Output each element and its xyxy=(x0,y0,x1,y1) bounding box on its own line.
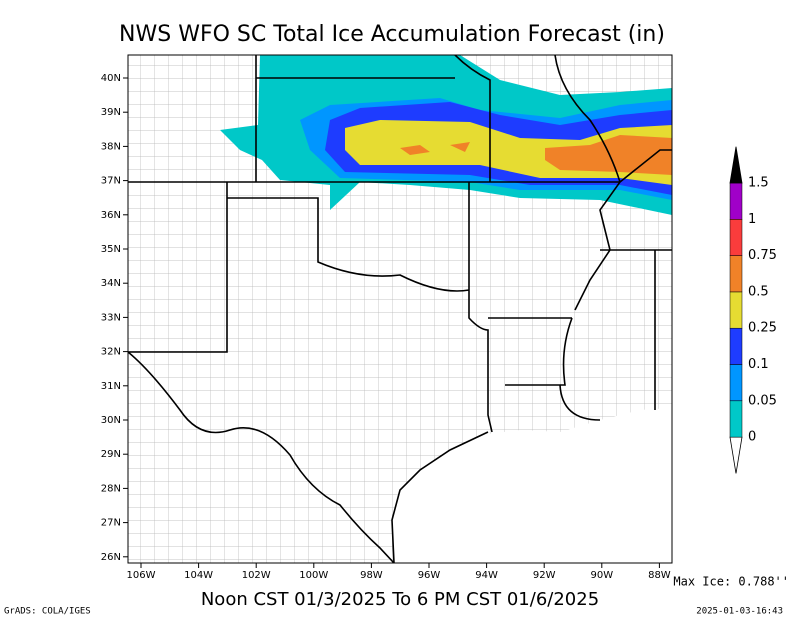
colorbar-swatch xyxy=(729,182,743,220)
colorbar-swatch xyxy=(729,219,743,256)
map xyxy=(128,55,672,563)
lon-label: 98W xyxy=(360,570,383,581)
colorbar-swatch xyxy=(729,364,743,402)
lat-label: 37N xyxy=(101,176,121,187)
lat-label: 32N xyxy=(101,347,121,358)
lon-label: 92W xyxy=(533,570,556,581)
colorbar-label: 1.5 xyxy=(748,176,769,191)
timestamp: 2025-01-03-16:43 xyxy=(696,607,783,617)
lat-label: 30N xyxy=(101,415,121,426)
title: NWS WFO SC Total Ice Accumulation Foreca… xyxy=(119,22,665,47)
lat-label: 28N xyxy=(101,483,121,494)
lat-label: 34N xyxy=(101,278,121,289)
lat-label: 29N xyxy=(101,449,121,460)
lat-label: 26N xyxy=(101,552,121,563)
gulf xyxy=(392,408,672,563)
lat-label: 27N xyxy=(101,518,121,529)
colorbar-label: 0.5 xyxy=(748,284,769,299)
max-ice: Max Ice: 0.788'' xyxy=(673,575,789,589)
lon-label: 90W xyxy=(590,570,613,581)
lon-label: 104W xyxy=(184,570,213,581)
colorbar-triangle xyxy=(729,146,743,184)
lat-label: 40N xyxy=(101,73,121,84)
lon-label: 100W xyxy=(299,570,328,581)
lat-label: 38N xyxy=(101,141,121,152)
lat-label: 31N xyxy=(101,381,121,392)
colorbar-label: 0.05 xyxy=(748,393,777,408)
lon-label: 88W xyxy=(648,570,671,581)
colorbar-label: 0 xyxy=(748,430,756,445)
lon-label: 102W xyxy=(242,570,271,581)
lon-label: 106W xyxy=(127,570,156,581)
state-border xyxy=(128,55,672,563)
colorbar-label: 0.75 xyxy=(748,248,777,263)
colorbar-swatch xyxy=(729,255,743,293)
valid-period: Noon CST 01/3/2025 To 6 PM CST 01/6/2025 xyxy=(201,589,599,610)
lat-label: 39N xyxy=(101,107,121,118)
colorbar-label: 0.25 xyxy=(748,321,777,336)
lat-label: 33N xyxy=(101,312,121,323)
colorbar-swatch xyxy=(729,327,743,365)
colorbar-label: 0.1 xyxy=(748,357,769,372)
credit: GrADS: COLA/IGES xyxy=(4,607,91,617)
map-frame xyxy=(127,54,673,564)
colorbar-swatch xyxy=(729,400,743,438)
colorbar-swatch xyxy=(729,291,743,329)
colorbar-label: 1 xyxy=(748,212,756,227)
colorbar-triangle xyxy=(729,436,743,474)
lat-label: 35N xyxy=(101,244,121,255)
lat-label: 36N xyxy=(101,210,121,221)
ice-area xyxy=(400,142,470,155)
lon-label: 94W xyxy=(475,570,498,581)
lon-label: 96W xyxy=(418,570,441,581)
